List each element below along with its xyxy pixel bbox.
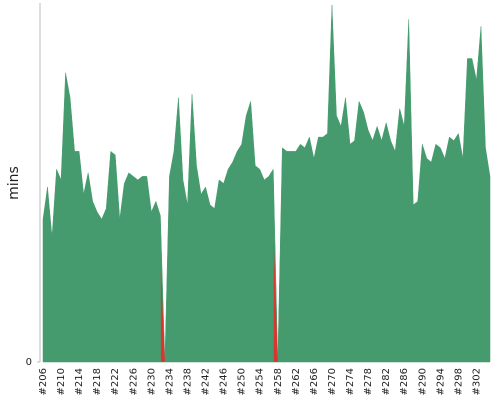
x-tick-label: #282	[381, 368, 392, 395]
x-tick-label: #250	[237, 368, 248, 395]
x-tick-label: #214	[74, 368, 85, 395]
x-tick-label: #238	[182, 368, 193, 395]
y-tick-label: 0	[26, 357, 32, 368]
x-tick-label: #226	[128, 368, 139, 395]
x-tick-label: #298	[453, 368, 464, 395]
x-tick-label: #278	[363, 368, 374, 395]
x-tick-label: #242	[201, 368, 212, 395]
x-tick-label: #230	[146, 368, 157, 395]
x-tick-label: #286	[399, 368, 410, 395]
x-tick-label: #254	[255, 368, 266, 395]
x-tick-label: #234	[164, 368, 175, 395]
area	[42, 4, 491, 363]
x-tick-label: #290	[417, 368, 428, 395]
x-tick-label: #266	[309, 368, 320, 395]
x-tick-label: #246	[219, 368, 230, 395]
x-tick-label: #262	[291, 368, 302, 395]
x-tick-label: #294	[435, 368, 446, 395]
x-tick-label: #302	[471, 368, 482, 395]
x-tick-label: #206	[38, 368, 49, 395]
x-tick-label: #270	[327, 368, 338, 395]
x-tick-label: #210	[56, 368, 67, 395]
failure-area	[273, 240, 279, 362]
x-tick-label: #222	[110, 368, 121, 395]
x-tick-label: #274	[345, 368, 356, 395]
failure-area	[160, 269, 166, 362]
x-tick-label: #218	[92, 368, 103, 395]
y-axis-label: mins	[6, 166, 22, 200]
x-tick-label: #258	[273, 368, 284, 395]
